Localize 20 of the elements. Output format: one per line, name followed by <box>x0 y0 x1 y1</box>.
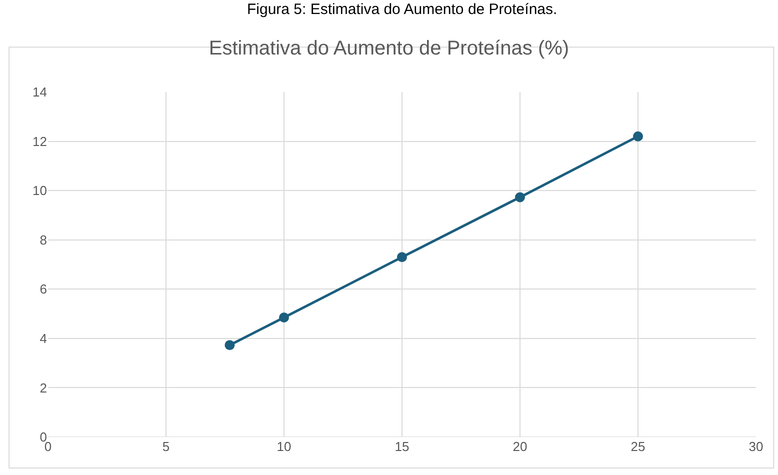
y-tick-label: 2 <box>40 380 47 396</box>
point <box>397 252 407 262</box>
point <box>279 312 289 322</box>
point <box>633 131 643 142</box>
y-tick-label: 12 <box>32 134 47 149</box>
x-tick-label: 10 <box>276 439 292 454</box>
y-tick-label: 6 <box>40 282 47 297</box>
x-tick-label: 30 <box>748 439 764 454</box>
x-tick-label: 20 <box>512 439 528 454</box>
y-tick-label: 10 <box>32 183 47 198</box>
y-tick-label: 8 <box>40 232 47 248</box>
x-tick-label: 25 <box>630 439 646 454</box>
y-tick-label: 4 <box>40 330 47 346</box>
y-tick-label: 14 <box>32 84 47 100</box>
x-tick-label: 15 <box>394 439 410 454</box>
x-tick-label: 5 <box>162 439 170 454</box>
point <box>515 192 525 202</box>
point <box>224 340 235 350</box>
text: Figura 5: Estimativa do Aumento de Proteínas. <box>247 1 558 18</box>
chart-title: Estimativa do Aumento de Proteínas (%) <box>208 38 570 60</box>
